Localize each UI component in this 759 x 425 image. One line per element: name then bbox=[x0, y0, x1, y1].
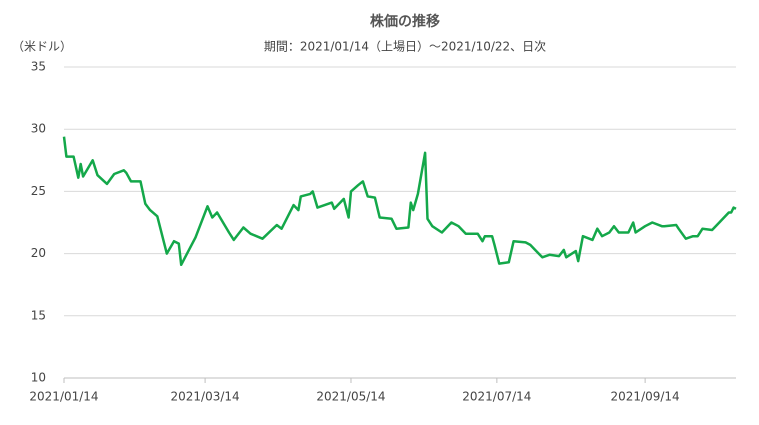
y-tick-label: 30 bbox=[31, 122, 46, 136]
y-axis-label: （米ドル） bbox=[12, 40, 72, 54]
y-tick-label: 15 bbox=[31, 308, 46, 322]
y-tick-label: 20 bbox=[31, 246, 46, 260]
y-tick-label: 25 bbox=[31, 184, 46, 198]
x-tick-label: 2021/05/14 bbox=[316, 390, 385, 404]
chart-title: 株価の推移 bbox=[370, 13, 440, 30]
price-line bbox=[62, 136, 737, 267]
chart-subtitle: 期間：2021/01/14（上場日）～2021/10/22、日次 bbox=[264, 40, 546, 54]
y-tick-label: 35 bbox=[31, 60, 46, 74]
x-tick-label: 2021/07/14 bbox=[462, 390, 531, 404]
x-tick-label: 2021/09/14 bbox=[611, 390, 680, 404]
x-tick-label: 2021/03/14 bbox=[171, 390, 240, 404]
y-tick-label: 10 bbox=[31, 371, 46, 385]
x-tick-label: 2021/01/14 bbox=[29, 390, 98, 404]
